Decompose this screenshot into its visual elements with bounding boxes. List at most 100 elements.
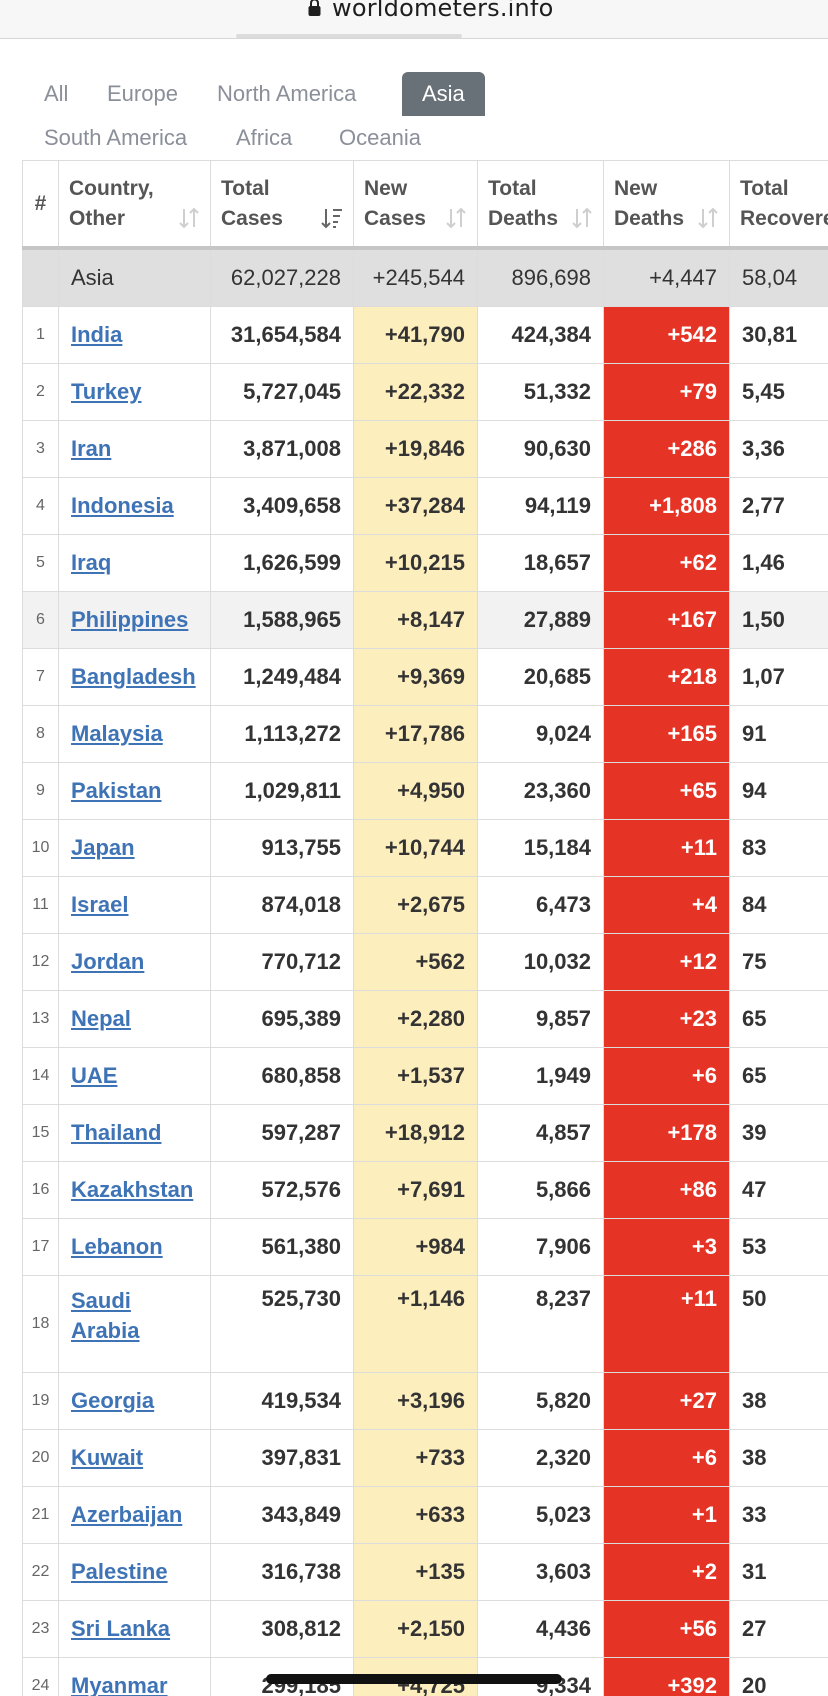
country-link[interactable]: Kuwait: [71, 1445, 144, 1470]
total-new-cases: +245,544: [353, 246, 478, 307]
country-link[interactable]: Saudi Arabia: [71, 1288, 140, 1343]
header-new-deaths-label: New Deaths: [614, 176, 685, 230]
country-link[interactable]: Malaysia: [71, 721, 163, 746]
country-link[interactable]: Israel: [71, 892, 129, 917]
header-country[interactable]: Country, Other: [58, 160, 211, 249]
table-row: 16 Kazakhstan 572,576 +7,691 5,866 +86 47: [22, 1161, 828, 1219]
header-total-recovered[interactable]: Total Recovere: [729, 160, 828, 249]
sort-icon: [179, 207, 199, 229]
country-link[interactable]: Kazakhstan: [71, 1177, 194, 1202]
country-link[interactable]: Georgia: [71, 1388, 155, 1413]
total-deaths-cell: 424,384: [477, 306, 604, 364]
total-total-recovered: 58,04: [729, 246, 828, 307]
new-cases-cell: +18,912: [353, 1104, 478, 1162]
row-rank: 22: [22, 1543, 59, 1601]
total-new-deaths: +4,447: [603, 246, 730, 307]
table-row: 8 Malaysia 1,113,272 +17,786 9,024 +165 91: [22, 705, 828, 763]
covid-table-container[interactable]: # Country, Other Total Cases New Cases T…: [22, 160, 828, 1696]
row-rank: 12: [22, 933, 59, 991]
home-indicator: [266, 1674, 562, 1684]
country-link[interactable]: Japan: [71, 835, 135, 860]
table-row: 2 Turkey 5,727,045 +22,332 51,332 +79 5,45: [22, 363, 828, 421]
header-total-deaths-label: Total Deaths: [488, 176, 559, 230]
new-deaths-cell: +6: [603, 1047, 730, 1105]
new-deaths-cell: +11: [603, 819, 730, 877]
table-row: 12 Jordan 770,712 +562 10,032 +12 75: [22, 933, 828, 991]
total-cases-cell: 770,712: [210, 933, 354, 991]
total-recovered-cell: 33: [729, 1486, 828, 1544]
total-cases-cell: 1,249,484: [210, 648, 354, 706]
sort-icon: [572, 207, 592, 229]
total-cases-cell: 316,738: [210, 1543, 354, 1601]
country-link[interactable]: Thailand: [71, 1120, 162, 1145]
row-rank: 10: [22, 819, 59, 877]
total-recovered-cell: 65: [729, 990, 828, 1048]
country-link[interactable]: India: [71, 322, 123, 347]
country-link[interactable]: Sri Lanka: [71, 1616, 171, 1641]
new-deaths-cell: +62: [603, 534, 730, 592]
header-total-deaths[interactable]: Total Deaths: [477, 160, 604, 249]
row-rank: 17: [22, 1218, 59, 1276]
header-rank[interactable]: #: [22, 160, 59, 249]
new-deaths-cell: +286: [603, 420, 730, 478]
tab-south-america[interactable]: South America: [44, 125, 188, 150]
header-total-cases-label: Total Cases: [221, 176, 283, 230]
country-link[interactable]: Lebanon: [71, 1234, 163, 1259]
tab-oceania[interactable]: Oceania: [339, 125, 421, 150]
total-deaths-cell: 20,685: [477, 648, 604, 706]
country-link[interactable]: Jordan: [71, 949, 145, 974]
new-deaths-cell: +23: [603, 990, 730, 1048]
country-link[interactable]: Iraq: [71, 550, 112, 575]
new-deaths-cell: +2: [603, 1543, 730, 1601]
header-new-cases[interactable]: New Cases: [353, 160, 478, 249]
table-row: 5 Iraq 1,626,599 +10,215 18,657 +62 1,46: [22, 534, 828, 592]
new-cases-cell: +984: [353, 1218, 478, 1276]
table-row: 11 Israel 874,018 +2,675 6,473 +4 84: [22, 876, 828, 934]
tab-africa[interactable]: Africa: [236, 125, 293, 150]
total-cases-cell: 1,029,811: [210, 762, 354, 820]
country-link[interactable]: Palestine: [71, 1559, 168, 1584]
total-recovered-cell: 27: [729, 1600, 828, 1658]
row-rank: 9: [22, 762, 59, 820]
country-cell: Saudi Arabia: [58, 1275, 211, 1373]
country-link[interactable]: Turkey: [71, 379, 142, 404]
total-total-deaths: 896,698: [477, 246, 604, 307]
country-link[interactable]: Philippines: [71, 607, 189, 632]
total-deaths-cell: 5,820: [477, 1372, 604, 1430]
country-cell: Turkey: [58, 363, 211, 421]
country-link[interactable]: Pakistan: [71, 778, 162, 803]
new-cases-cell: +2,675: [353, 876, 478, 934]
total-deaths-cell: 9,024: [477, 705, 604, 763]
tab-asia[interactable]: Asia: [402, 72, 485, 116]
country-link[interactable]: Iran: [71, 436, 112, 461]
total-cases-cell: 525,730: [210, 1275, 354, 1373]
new-cases-cell: +2,280: [353, 990, 478, 1048]
country-link[interactable]: Bangladesh: [71, 664, 196, 689]
new-cases-cell: +10,215: [353, 534, 478, 592]
country-link[interactable]: Indonesia: [71, 493, 174, 518]
sort-desc-icon: [321, 209, 342, 229]
country-link[interactable]: Myanmar: [71, 1673, 168, 1696]
country-link[interactable]: UAE: [71, 1063, 118, 1088]
header-new-deaths[interactable]: New Deaths: [603, 160, 730, 249]
total-deaths-cell: 2,320: [477, 1429, 604, 1487]
country-link[interactable]: Azerbaijan: [71, 1502, 183, 1527]
row-rank: 6: [22, 591, 59, 649]
new-deaths-cell: +167: [603, 591, 730, 649]
total-deaths-cell: 6,473: [477, 876, 604, 934]
country-cell: Malaysia: [58, 705, 211, 763]
table-row: 17 Lebanon 561,380 +984 7,906 +3 53: [22, 1218, 828, 1276]
table-row: 15 Thailand 597,287 +18,912 4,857 +178 39: [22, 1104, 828, 1162]
tab-europe[interactable]: Europe: [107, 81, 178, 106]
country-link[interactable]: Nepal: [71, 1006, 131, 1031]
header-total-cases[interactable]: Total Cases: [210, 160, 354, 249]
table-row: 9 Pakistan 1,029,811 +4,950 23,360 +65 94: [22, 762, 828, 820]
table-row: 6 Philippines 1,588,965 +8,147 27,889 +167 1,5…: [22, 591, 828, 649]
country-cell: Israel: [58, 876, 211, 934]
new-deaths-cell: +11: [603, 1275, 730, 1373]
tab-all[interactable]: All: [44, 81, 69, 106]
new-cases-cell: +22,332: [353, 363, 478, 421]
tab-north-america[interactable]: North America: [217, 81, 357, 106]
browser-url-bar[interactable]: worldometers.info: [0, 0, 828, 39]
country-cell: Lebanon: [58, 1218, 211, 1276]
